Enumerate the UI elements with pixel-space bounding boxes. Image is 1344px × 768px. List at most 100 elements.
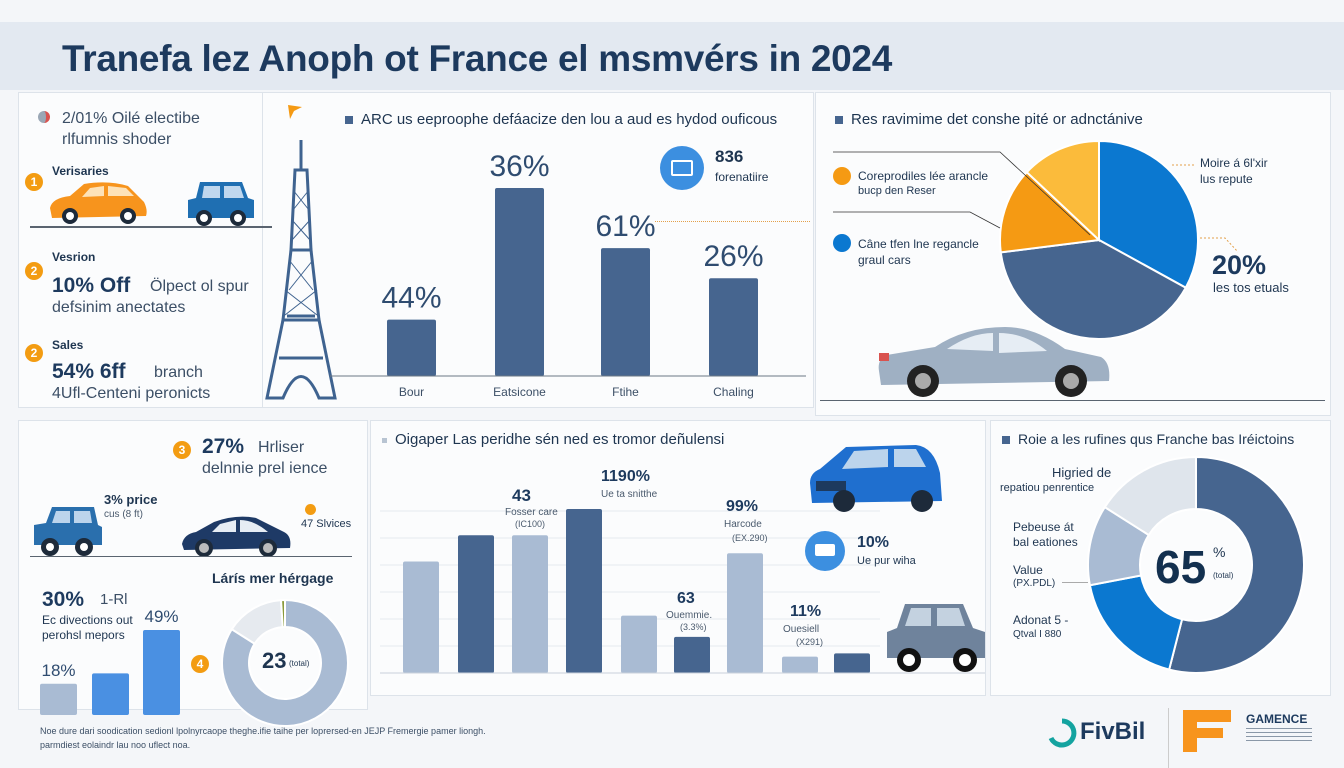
- donut-center-unit: %: [1213, 544, 1226, 560]
- footer-note: Noe dure dari soodication sedionl lpolny…: [40, 726, 486, 736]
- pie-slice: [999, 238, 1188, 340]
- bars-stat-text: 1-Rl: [100, 591, 128, 608]
- stat-sub: delnnie prel ience: [202, 460, 328, 477]
- pie-slice: [1098, 139, 1199, 290]
- recycle-logo-icon: [1048, 718, 1077, 748]
- bar-value-label: 18%: [41, 661, 75, 680]
- gray-sedan-icon: [878, 327, 1110, 397]
- annotation-value: 99%: [726, 498, 759, 515]
- donut-label: bal eationes: [1013, 535, 1078, 549]
- gray-car-icon: [887, 604, 985, 672]
- pie-stat-sub: les tos etuals: [1213, 280, 1289, 295]
- bar-value-label: 49%: [144, 607, 178, 626]
- annotation-sub: (X291): [796, 637, 824, 647]
- leader-line: [833, 151, 1091, 236]
- bar: [40, 683, 77, 715]
- stat-value: 10% Off: [52, 274, 131, 297]
- footer-note: parmdiest eolaindr lau noo uflect noa.: [40, 740, 191, 750]
- donut-chart-title-text: Roie a les rufines qus Franche bas Iréic…: [1018, 431, 1295, 447]
- leader-line: [1062, 582, 1088, 583]
- stat-sub: 4Ufl-Centeni peronicts: [52, 385, 211, 402]
- category-label: Chaling: [713, 385, 754, 399]
- calendar-card-icon: [660, 146, 704, 190]
- page-title: Tranefa lez Anoph ot France el msmvérs i…: [62, 38, 892, 79]
- annotation-value: 11%: [790, 603, 822, 620]
- stat-text: Hrliser: [258, 439, 305, 456]
- annotation-label: Fosser care: [505, 507, 558, 518]
- annotation-value: 1190%: [601, 468, 650, 485]
- small-donut-center-sub: (total): [289, 659, 310, 668]
- pie-chart-title: Res ravimime det conshe pité or adnctáni…: [835, 111, 1143, 128]
- annotation-label: Ouemmie.: [666, 610, 713, 621]
- blue-suv-icon: [34, 507, 102, 556]
- side-value: 10%: [857, 534, 890, 551]
- bar-value-label: 61%: [595, 210, 655, 243]
- dotted-guide: [655, 221, 810, 222]
- side-label: Ue pur wiha: [857, 555, 916, 567]
- bar: [782, 656, 818, 673]
- marker-dot: [305, 504, 316, 515]
- bar-value-label: 26%: [703, 240, 763, 273]
- leader-line: [1200, 237, 1239, 253]
- callout-label: forenatiire: [715, 170, 769, 184]
- category-label: Eatsicone: [493, 385, 546, 399]
- stat-text: Ölpect ol spur: [150, 278, 249, 295]
- suv-label: 3% price: [104, 492, 158, 507]
- badge-1: 1: [25, 173, 43, 191]
- stat-text: branch: [154, 364, 203, 381]
- annotation-label: Ouesiell: [783, 624, 820, 635]
- bar: [495, 188, 544, 376]
- bars-sub: perohsl mepors: [42, 628, 125, 642]
- badge-3: 3: [173, 441, 191, 459]
- donut-center-value: 65: [1155, 541, 1207, 593]
- donut-center-sub: (total): [1213, 571, 1234, 580]
- donut-label: Qtval I 880: [1013, 629, 1062, 640]
- bar: [674, 636, 710, 673]
- bar: [387, 319, 436, 376]
- pie-slice: [1103, 455, 1197, 537]
- badge-4: 4: [191, 655, 209, 673]
- donut-label: Value: [1013, 563, 1043, 577]
- leader-line: [833, 211, 1001, 229]
- header-band: [0, 22, 1344, 90]
- item-label: Verisaries: [52, 164, 109, 178]
- annotation-label: Ue ta snitthe: [601, 489, 658, 500]
- bar: [143, 630, 180, 715]
- item-label: Vesrion: [52, 250, 96, 264]
- donut-title: Lárís mer hérgage: [212, 570, 334, 586]
- headline: 2/01% Oilé electibe: [62, 110, 200, 127]
- pie-slice: [221, 598, 349, 727]
- logo-fivbil: FivBil: [1080, 718, 1146, 745]
- annotation-sub: (EX.290): [732, 533, 768, 543]
- bar: [403, 561, 439, 673]
- stat-sub: defsinim anectates: [52, 299, 186, 316]
- bar-chart-title-text: ARC us eeproophe defáacize den lou a aud…: [361, 111, 778, 128]
- orange-car-icon: [50, 182, 147, 224]
- small-donut-center: 23: [262, 648, 287, 673]
- mid-chart-title-text: Oigaper Las peridhe sén ned es tromor de…: [395, 431, 725, 448]
- legend-label: bucp den Reser: [858, 185, 936, 197]
- bar-value-label: 44%: [381, 282, 441, 315]
- orange-f-logo-icon: [1183, 710, 1231, 752]
- annotation-value: 43: [512, 486, 531, 505]
- flag-icon: [288, 105, 302, 119]
- legend-label: Câne tfen lne regancle: [858, 237, 979, 251]
- stat-value: 27%: [202, 435, 245, 458]
- ground-line: [820, 400, 1325, 401]
- pie-chart-title-text: Res ravimime det conshe pité or adnctáni…: [851, 111, 1143, 128]
- pie-slice: [1025, 139, 1100, 243]
- pie-right-label: lus repute: [1200, 172, 1253, 186]
- bar-value-label: 36%: [489, 150, 549, 183]
- pie-right-label: Moire á 6l'xir: [1200, 156, 1268, 170]
- donut-label: repatiou penrentice: [1000, 482, 1095, 494]
- bar: [92, 673, 129, 715]
- bars-sub: Ec divections out: [42, 613, 133, 627]
- pie-stat: 20%: [1212, 250, 1267, 280]
- bar: [621, 615, 657, 673]
